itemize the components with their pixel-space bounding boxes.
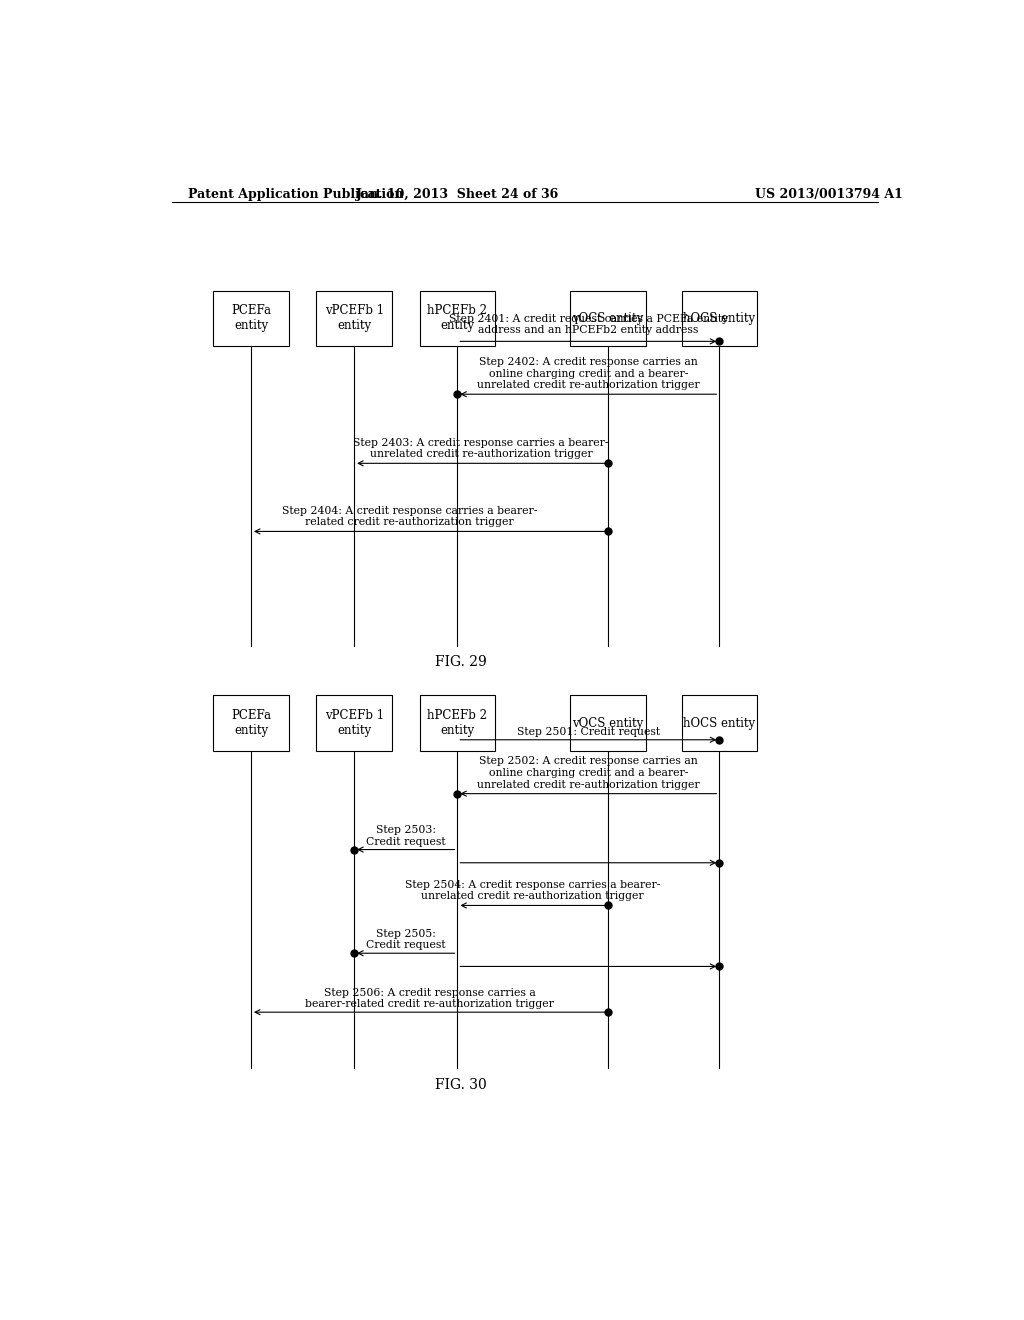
Text: hPCEFb 2
entity: hPCEFb 2 entity [427,305,487,333]
Text: hPCEFb 2
entity: hPCEFb 2 entity [427,709,487,737]
Text: Step 2401: A credit request carries a PCEFa entity
address and an hPCEFb2 entity: Step 2401: A credit request carries a PC… [449,314,728,335]
Text: US 2013/0013794 A1: US 2013/0013794 A1 [755,187,903,201]
Bar [316,290,392,346]
Text: vOCS entity: vOCS entity [572,717,644,730]
Text: PCEFa
entity: PCEFa entity [231,305,271,333]
Bar [682,696,757,751]
Text: Jan. 10, 2013  Sheet 24 of 36: Jan. 10, 2013 Sheet 24 of 36 [355,187,559,201]
Text: hOCS entity: hOCS entity [683,312,756,325]
Bar [420,696,495,751]
Text: PCEFa
entity: PCEFa entity [231,709,271,737]
Text: vPCEFb 1
entity: vPCEFb 1 entity [325,709,384,737]
Text: Step 2402: A credit response carries an
online charging credit and a bearer-
unr: Step 2402: A credit response carries an … [477,356,699,391]
Bar [420,290,495,346]
Bar [213,290,289,346]
Bar [213,696,289,751]
Text: Step 2504: A credit response carries a bearer-
unrelated credit re-authorization: Step 2504: A credit response carries a b… [406,880,660,902]
Text: hOCS entity: hOCS entity [683,717,756,730]
Bar [682,290,757,346]
Text: Step 2505:
Credit request: Step 2505: Credit request [366,928,445,950]
Text: vOCS entity: vOCS entity [572,312,644,325]
Text: Step 2501: Credit request: Step 2501: Credit request [517,727,659,737]
Bar [316,696,392,751]
Text: Step 2503:
Credit request: Step 2503: Credit request [366,825,445,846]
Bar [570,696,646,751]
Text: Step 2403: A credit response carries a bearer-
unrelated credit re-authorization: Step 2403: A credit response carries a b… [353,438,609,459]
Bar [570,290,646,346]
Text: FIG. 30: FIG. 30 [435,1078,487,1093]
Text: Step 2502: A credit response carries an
online charging credit and a bearer-
unr: Step 2502: A credit response carries an … [477,756,699,789]
Text: Step 2404: A credit response carries a bearer-
related credit re-authorization t: Step 2404: A credit response carries a b… [282,506,538,528]
Text: FIG. 29: FIG. 29 [435,655,487,668]
Text: Patent Application Publication: Patent Application Publication [187,187,403,201]
Text: Step 2506: A credit response carries a
bearer-related credit re-authorization tr: Step 2506: A credit response carries a b… [305,987,554,1008]
Text: vPCEFb 1
entity: vPCEFb 1 entity [325,305,384,333]
